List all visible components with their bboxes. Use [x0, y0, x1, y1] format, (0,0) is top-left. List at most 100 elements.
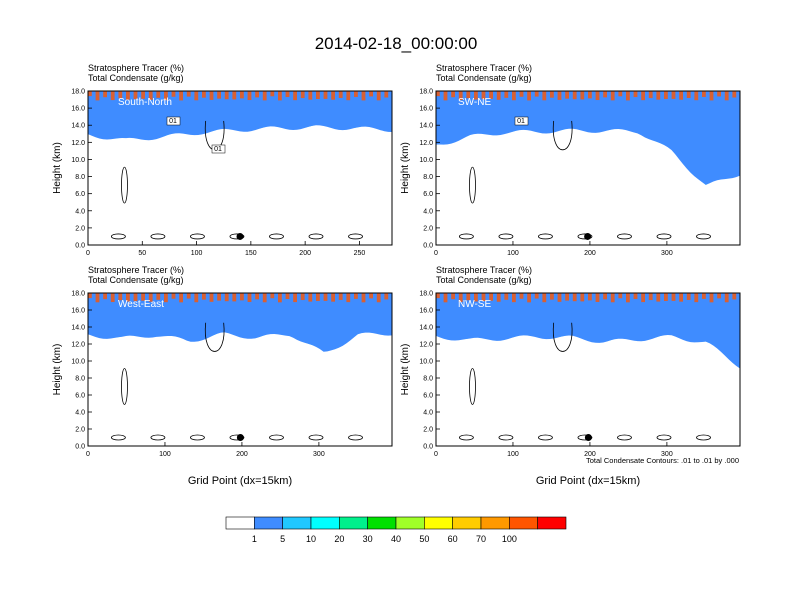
tracer-speckle: [595, 91, 600, 101]
tracer-speckle: [565, 293, 569, 301]
tracer-speckle: [300, 293, 305, 301]
tracer-speckle: [217, 293, 221, 301]
y-tick-label: 10.0: [71, 359, 85, 366]
condensate-contour: [656, 233, 672, 240]
tracer-speckle: [717, 91, 721, 97]
y-tick-label: 6.0: [423, 393, 433, 400]
tracer-speckle: [194, 293, 199, 303]
x-tick-label: 300: [661, 451, 673, 458]
tracer-speckle: [247, 91, 252, 101]
tracer-speckle: [436, 293, 440, 299]
tracer-speckle: [156, 91, 161, 98]
tracer-speckle: [451, 293, 455, 300]
tracer-speckle: [308, 91, 313, 100]
location-marker: [584, 434, 592, 441]
tracer-speckle: [603, 293, 607, 300]
condensate-contour: [269, 233, 284, 240]
tracer-speckle: [519, 293, 524, 299]
tracer-speckle: [255, 91, 259, 98]
tracer-speckle: [694, 293, 699, 303]
tracer-band: [436, 293, 740, 369]
colorbar-label: 50: [419, 534, 429, 544]
tracer-speckle: [732, 91, 737, 98]
tracer-speckle: [702, 293, 706, 299]
tracer-speckle: [278, 91, 282, 101]
tracer-speckle: [95, 91, 100, 101]
tracer-speckle: [512, 293, 516, 303]
y-tick-label: 10.0: [71, 157, 85, 164]
tracer-speckle: [588, 293, 592, 301]
tracer-speckle: [224, 293, 229, 302]
y-tick-label: 8.0: [423, 174, 433, 181]
tracer-speckle: [534, 293, 539, 299]
tracer-speckle: [179, 91, 183, 101]
condensate-contour: [308, 434, 324, 441]
y-tick-label: 16.0: [71, 106, 85, 113]
x-tick-label: 100: [159, 451, 171, 458]
tracer-speckle: [436, 91, 440, 97]
tracer-speckle: [285, 293, 290, 300]
tracer-speckle: [732, 293, 737, 300]
y-tick-label: 0.0: [75, 444, 85, 451]
y-tick-label: 0.0: [75, 243, 85, 250]
x-axis-label: Grid Point (dx=15km): [536, 475, 640, 487]
x-tick-label: 200: [299, 250, 311, 257]
tracer-field: [88, 293, 392, 446]
contour-label: 01: [517, 118, 525, 125]
tracer-speckle: [133, 293, 138, 302]
condensate-contour: [498, 434, 514, 441]
tracer-speckle: [118, 91, 123, 99]
tracer-speckle: [679, 91, 683, 100]
tracer-speckle: [443, 91, 448, 101]
condensate-contour: [577, 233, 593, 240]
plot-frame: [435, 90, 741, 246]
section-name: West-East: [118, 299, 164, 310]
contour-label-box: [211, 144, 226, 154]
tracer-speckle: [346, 91, 351, 101]
tracer-speckle: [164, 293, 168, 303]
y-tick-label: 2.0: [423, 427, 433, 434]
panel-field-line-1: Stratosphere Tracer (%): [436, 63, 532, 73]
tracer-speckle: [633, 293, 638, 300]
tracer-speckle: [702, 91, 706, 97]
tracer-speckle: [466, 91, 471, 99]
condensate-contour: [150, 434, 166, 441]
colorbar-swatch: [452, 516, 482, 530]
colorbar-label: 20: [334, 534, 344, 544]
colorbar-label: 5: [280, 534, 285, 544]
tracer-speckle: [354, 293, 358, 299]
tracer-speckle: [481, 293, 486, 302]
colorbar-swatch: [480, 516, 510, 530]
y-axis-label: Height (km): [52, 142, 63, 194]
tracer-speckle: [534, 91, 539, 97]
tracer-speckle: [316, 293, 320, 301]
y-tick-label: 18.0: [419, 291, 433, 298]
panel-sw-ne: Stratosphere Tracer (%)Total Condensate …: [400, 63, 741, 257]
tracer-speckle: [118, 293, 123, 301]
y-tick-label: 6.0: [75, 393, 85, 400]
tracer-speckle: [550, 91, 554, 98]
x-tick-label: 50: [138, 250, 146, 257]
condensate-contour: [617, 434, 632, 441]
condensate-contour: [469, 166, 476, 204]
tracer-speckle: [308, 293, 313, 302]
tracer-speckle: [443, 293, 448, 303]
condensate-contour: [269, 434, 284, 441]
tracer-speckle: [186, 293, 191, 299]
tracer-speckle: [633, 91, 638, 98]
tracer-speckle: [717, 293, 721, 299]
tracer-speckle: [141, 91, 145, 99]
tracer-speckle: [496, 91, 501, 100]
panel-field-line-2: Total Condensate (g/kg): [436, 73, 532, 83]
x-tick-label: 100: [191, 250, 203, 257]
tracer-speckle: [504, 91, 509, 98]
y-tick-label: 2.0: [423, 225, 433, 232]
tracer-speckle: [209, 293, 214, 302]
y-tick-label: 4.0: [75, 410, 85, 417]
panel-field-line-2: Total Condensate (g/kg): [88, 73, 184, 83]
condensate-contour: [121, 166, 128, 204]
tracer-speckle: [270, 91, 275, 97]
tracer-speckle: [709, 91, 714, 101]
y-tick-label: 18.0: [419, 89, 433, 96]
tracer-speckle: [186, 91, 191, 97]
